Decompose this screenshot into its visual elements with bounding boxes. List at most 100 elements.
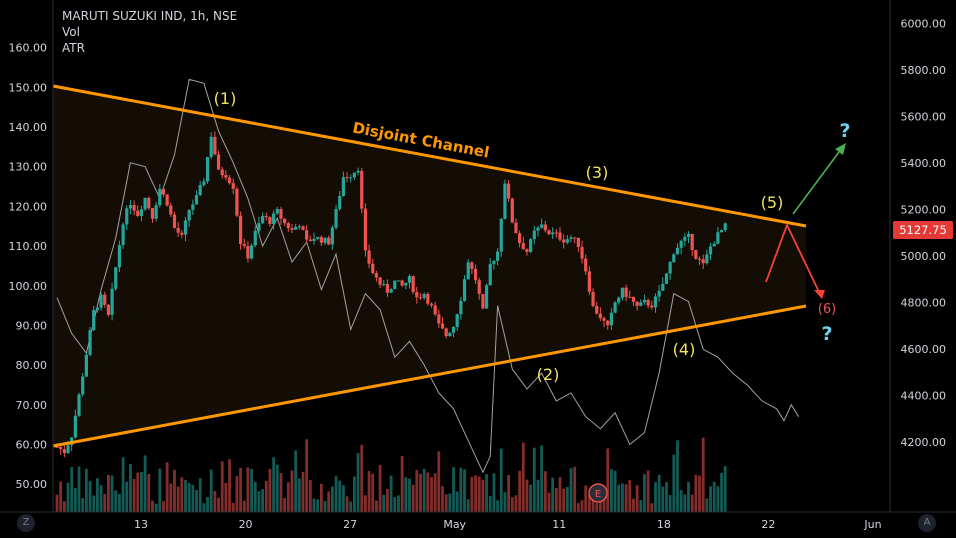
earnings-event-icon[interactable] <box>588 483 608 503</box>
volume-bar <box>202 503 206 512</box>
auto-scale-left-button[interactable]: Z <box>17 514 35 532</box>
volume-bar <box>481 479 485 512</box>
volume-bar <box>444 494 448 512</box>
volume-bar <box>140 471 143 512</box>
candle-body <box>440 323 445 329</box>
candle-body <box>103 294 107 305</box>
candle-body <box>396 280 401 282</box>
volume-bar <box>132 478 136 512</box>
volume-bar <box>206 497 209 512</box>
volume-bar <box>536 479 540 512</box>
volume-indicator-label[interactable]: Vol <box>62 25 80 39</box>
candle-body <box>154 205 158 219</box>
volume-bar <box>694 474 698 512</box>
volume-bar <box>617 484 621 512</box>
left-axis-tick-label: 70.00 <box>16 399 48 412</box>
volume-bar <box>290 470 294 512</box>
volume-bar <box>129 463 132 512</box>
candle-body <box>540 224 544 228</box>
candle-body <box>429 303 434 306</box>
volume-bar <box>341 485 345 512</box>
volume-bar <box>360 444 364 512</box>
candle-body <box>264 216 268 218</box>
candle-body <box>606 320 610 326</box>
candle-body <box>117 245 122 268</box>
volume-bar <box>323 500 327 512</box>
volume-bar <box>195 489 198 512</box>
candle-body <box>495 251 500 261</box>
candle-body <box>147 197 151 209</box>
candle-body <box>562 239 566 243</box>
volume-bar <box>397 495 400 512</box>
volume-bar <box>217 497 220 512</box>
candle-body <box>488 264 492 286</box>
left-axis-tick-label: 100.00 <box>9 280 48 293</box>
volume-bar <box>665 482 668 512</box>
wave-label-6: (6) <box>818 302 836 317</box>
candle-body <box>598 313 602 319</box>
events-marker[interactable]: E <box>588 483 608 503</box>
channel-fill <box>53 86 806 446</box>
candle-body <box>169 205 173 215</box>
candle-body <box>363 208 368 251</box>
candle-body <box>679 240 683 248</box>
candle-body <box>565 239 569 243</box>
candle-body <box>272 213 276 224</box>
volume-bar <box>173 469 176 512</box>
volume-bar <box>661 486 665 512</box>
candle-body <box>242 243 246 246</box>
candle-body <box>481 294 485 309</box>
volume-bar <box>70 467 74 512</box>
volume-bar <box>635 485 639 512</box>
candle-body <box>312 238 316 242</box>
right-axis-tick-label: 4600.00 <box>901 343 947 356</box>
atr-line <box>56 78 800 474</box>
time-axis[interactable]: 13 20 27 May 11 18 22 Jun <box>134 518 882 531</box>
auto-scale-right-button[interactable]: A <box>918 514 936 532</box>
candle-body <box>723 223 727 231</box>
volume-bar <box>136 472 140 512</box>
candle-body <box>470 262 474 269</box>
candle-body <box>573 237 577 239</box>
candle-body <box>617 297 621 303</box>
volume-bar <box>639 500 643 512</box>
candle-body <box>345 177 349 179</box>
volume-bar <box>165 462 169 512</box>
candle-body <box>176 227 180 233</box>
channel-upper-line[interactable] <box>52 84 807 228</box>
candle-body <box>110 288 114 315</box>
bearish-projection-line[interactable] <box>765 222 821 295</box>
candle-body <box>249 245 254 259</box>
right-axis-tick-label: 5200.00 <box>901 203 947 216</box>
volume-bar <box>400 455 404 512</box>
left-axis[interactable]: 50.00 60.00 70.00 80.00 90.00 100.00 110.00 120… <box>9 42 48 492</box>
candle-body <box>191 204 195 210</box>
candle-body <box>327 237 331 245</box>
candle-body <box>708 246 713 255</box>
volume-bar <box>595 502 599 512</box>
candles <box>55 131 727 458</box>
volume-bar <box>676 440 679 512</box>
candle-body <box>382 284 386 286</box>
bullish-projection-line[interactable] <box>792 147 843 215</box>
channel-lower-line[interactable] <box>52 304 807 448</box>
volume-bar <box>367 471 371 512</box>
atr-indicator-label[interactable]: ATR <box>62 41 85 55</box>
volume-bar <box>209 469 213 512</box>
symbol-title[interactable]: MARUTI SUZUKI IND, 1h, NSE <box>62 9 238 23</box>
volume-bar <box>521 442 525 512</box>
candle-body <box>510 198 514 223</box>
volume-bar <box>389 475 393 512</box>
right-axis[interactable]: 4200.00 4400.00 4600.00 4800.00 5000.00 5200.… <box>901 17 947 449</box>
candle-body <box>257 223 261 231</box>
candle-body <box>121 224 125 246</box>
volume-bar <box>121 457 125 512</box>
candle-body <box>92 310 96 331</box>
volume-bar <box>701 437 705 512</box>
volume-bar <box>485 474 488 512</box>
volume-bar <box>628 480 632 512</box>
volume-bar <box>679 490 683 512</box>
candle-body <box>316 237 320 239</box>
candle-body <box>319 237 323 243</box>
